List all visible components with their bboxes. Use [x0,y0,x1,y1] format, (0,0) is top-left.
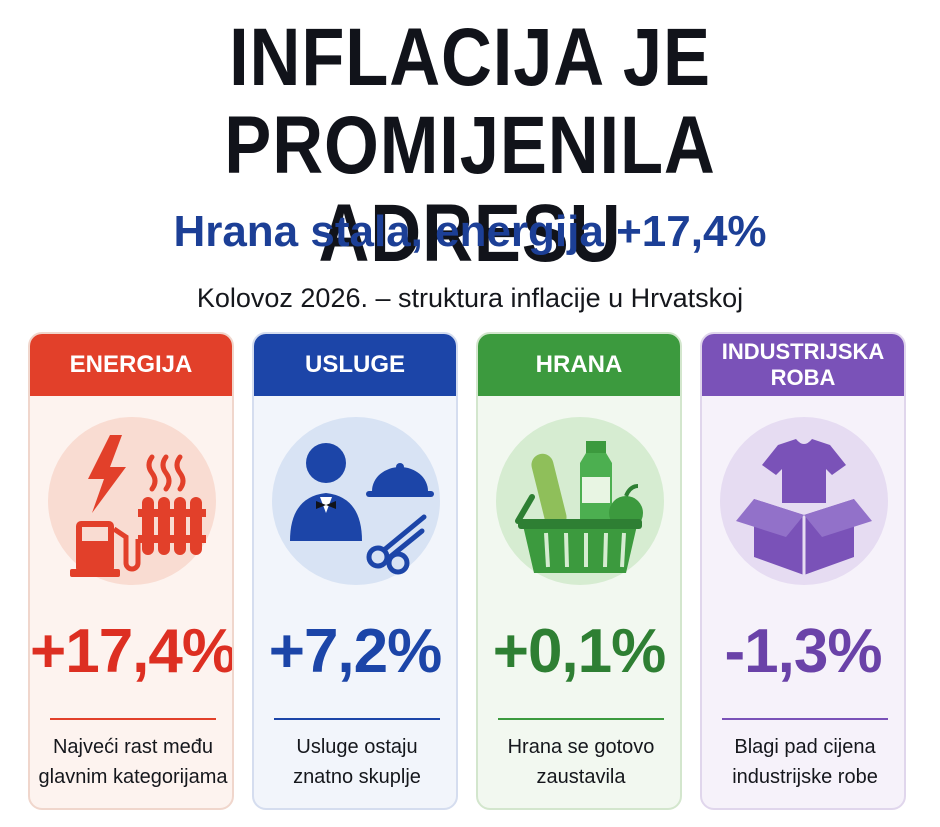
title-line-2: PROMIJENILA ADRESU [224,100,716,279]
desc-line-1: Blagi pad cijena [734,736,876,758]
card-hrana: HRANA +0,1 [476,332,682,810]
desc-line-2: industrijske robe [732,766,878,788]
category-cards: ENERGIJA + [28,332,912,812]
caption: Kolovoz 2026. – struktura inflacije u Hr… [196,283,744,313]
title-line-1: INFLACIJA JE [229,12,711,103]
divider [722,718,888,720]
card-industrijska-roba: INDUSTRIJSKA ROBA -1,3% Blagi pad cijena… [700,332,906,810]
card-label: INDUSTRIJSKA ROBA [702,334,904,396]
grocery-basket-icon [496,417,664,585]
services-icon [272,417,440,585]
card-description: Hrana se gotovo zaustavila [486,732,676,792]
card-description: Najveći rast među glavnim kategorijama [38,732,228,792]
card-value: +7,2% [268,617,443,686]
divider [274,718,440,720]
card-label: ENERGIJA [30,334,232,396]
subtitle: Hrana stala, energija +17,4% [173,207,767,256]
desc-line-2: glavnim kategorijama [38,766,228,788]
card-energija: ENERGIJA + [28,332,234,810]
divider [498,718,664,720]
card-value: +17,4% [30,617,234,686]
desc-line-1: Hrana se gotovo [507,736,655,758]
desc-line-2: zaustavila [536,766,626,788]
card-label-line-1: INDUSTRIJSKA [721,339,885,364]
card-usluge: USLUGE +7,2% Usluge o [252,332,458,810]
desc-line-2: znatno skuplje [293,766,421,788]
energy-icon [48,417,216,585]
header: INFLACIJA JE PROMIJENILA ADRESU [0,0,940,278]
desc-line-1: Usluge ostaju [296,736,418,758]
card-value: -1,3% [724,617,883,686]
card-label: USLUGE [254,334,456,396]
card-description: Blagi pad cijena industrijske robe [710,732,900,792]
card-label: HRANA [478,334,680,396]
desc-line-1: Najveći rast među [52,736,214,758]
card-description: Usluge ostaju znatno skuplje [262,732,452,792]
card-value: +0,1% [492,617,667,686]
goods-box-icon [720,417,888,585]
card-label-line-2: ROBA [770,365,836,390]
page-title: INFLACIJA JE PROMIJENILA ADRESU [66,0,874,278]
divider [50,718,216,720]
